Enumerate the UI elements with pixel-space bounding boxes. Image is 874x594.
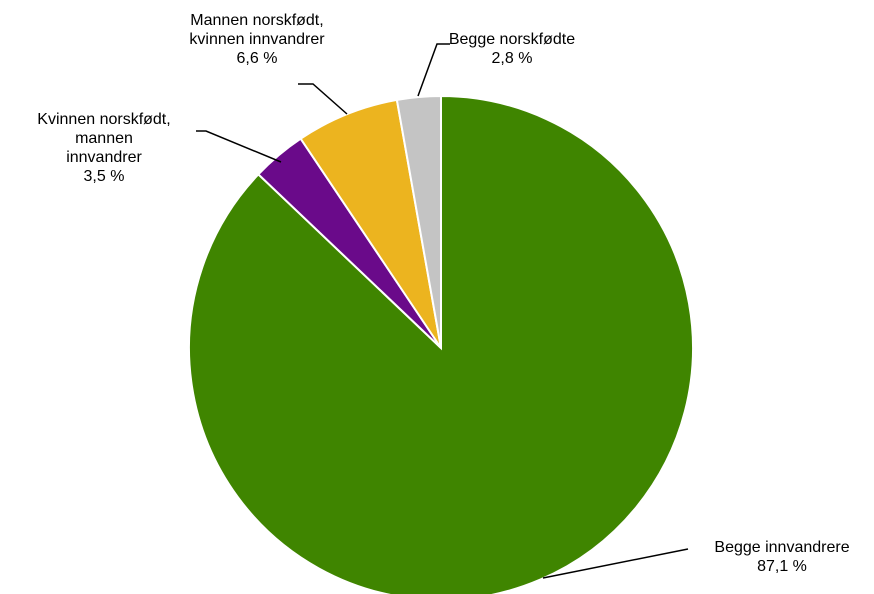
slice-label-line: Mannen norskfødt, [190, 12, 323, 29]
slice-label-3: Mannen norskfødt, kvinnen innvandrer 6,6 % [189, 12, 325, 67]
slice-label-line: kvinnen innvandrer [189, 31, 325, 48]
slice-value-4: 2,8 % [492, 50, 533, 67]
slice-value-1: 87,1 % [757, 558, 807, 575]
slice-label-line: Begge norskfødte [449, 31, 575, 48]
slice-value-3: 6,6 % [237, 50, 278, 67]
pie-slices [188, 94, 694, 594]
slice-label-2: Kvinnen norskfødt, mannen innvandrer 3,5 % [37, 111, 170, 185]
slice-label-1: Begge innvandrere 87,1 % [714, 539, 849, 575]
slice-value-2: 3,5 % [84, 168, 125, 185]
leader-line-3 [298, 83, 348, 115]
slice-label-line: Begge innvandrere [714, 539, 849, 556]
leader-line-4 [417, 43, 450, 97]
slice-label-line: mannen [75, 130, 133, 147]
slice-label-4: Begge norskfødte 2,8 % [449, 31, 575, 67]
leader-line-2 [196, 130, 282, 163]
slice-label-line: Kvinnen norskfødt, [37, 111, 170, 128]
pie-slice-4 [395, 94, 442, 349]
slice-label-line: innvandrer [66, 149, 142, 166]
leader-line-1 [542, 548, 689, 579]
